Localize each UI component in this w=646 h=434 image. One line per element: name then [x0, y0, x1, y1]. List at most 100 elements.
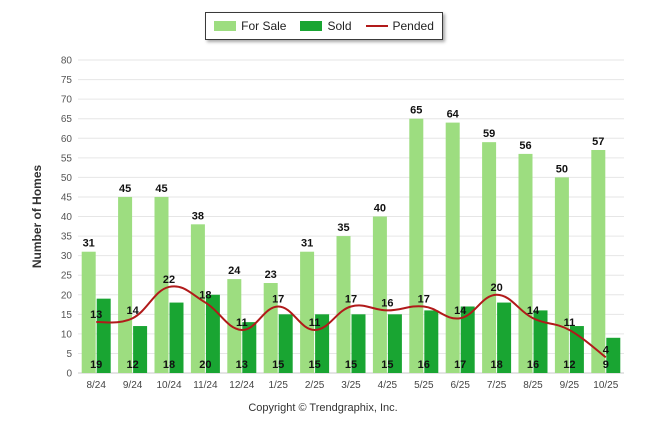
data-label-for-sale: 24	[228, 265, 241, 277]
data-label-pended: 20	[490, 282, 502, 294]
data-label-for-sale: 57	[592, 136, 604, 148]
data-label-for-sale: 23	[265, 269, 277, 281]
x-tick-label: 1/25	[268, 380, 288, 391]
x-tick-label: 8/24	[86, 380, 106, 391]
bar-for-sale	[263, 283, 278, 373]
bar-sold	[351, 314, 366, 373]
x-tick-label: 9/25	[560, 380, 580, 391]
data-label-pended: 13	[90, 309, 102, 321]
y-tick-label: 50	[61, 173, 73, 184]
y-tick-label: 45	[61, 192, 73, 203]
data-label-sold: 15	[345, 359, 357, 371]
data-label-pended: 17	[345, 293, 357, 305]
y-axis-title: Number of Homes	[30, 165, 44, 269]
y-tick-label: 35	[61, 232, 73, 243]
data-label-for-sale: 50	[556, 163, 568, 175]
data-label-for-sale: 59	[483, 128, 495, 140]
bar-sold	[497, 302, 512, 373]
data-label-for-sale: 64	[447, 109, 460, 121]
y-tick-label: 5	[66, 349, 72, 360]
y-tick-label: 10	[61, 329, 73, 340]
data-label-for-sale: 45	[119, 183, 131, 195]
data-label-pended: 17	[272, 293, 284, 305]
data-label-sold: 9	[603, 359, 609, 371]
bar-sold	[242, 322, 257, 373]
legend-label-pended: Pended	[392, 19, 434, 33]
pended-line	[96, 285, 607, 359]
data-label-sold: 13	[236, 359, 248, 371]
x-tick-label: 12/24	[229, 380, 254, 391]
bar-for-sale	[300, 251, 315, 373]
y-tick-label: 75	[61, 75, 73, 86]
data-label-sold: 17	[454, 359, 466, 371]
x-tick-label: 10/24	[156, 380, 181, 391]
y-tick-label: 65	[61, 114, 73, 125]
data-label-pended: 17	[418, 293, 430, 305]
bar-for-sale	[154, 196, 169, 373]
legend-label-sold: Sold	[327, 19, 352, 33]
bar-sold	[460, 306, 475, 373]
data-label-pended: 11	[309, 317, 321, 329]
x-tick-label: 2/25	[305, 380, 325, 391]
data-label-pended: 14	[454, 305, 467, 317]
x-tick-label: 5/25	[414, 380, 434, 391]
bar-for-sale	[591, 149, 606, 373]
bar-for-sale	[336, 236, 351, 373]
data-label-pended: 11	[564, 317, 576, 329]
bar-sold	[96, 298, 111, 373]
y-tick-label: 0	[66, 369, 72, 380]
bar-sold	[278, 314, 293, 373]
bar-for-sale	[118, 196, 133, 373]
bar-for-sale	[409, 118, 424, 373]
legend-item-sold[interactable]: Sold	[300, 19, 352, 33]
chart-legend[interactable]: For Sale Sold Pended	[205, 12, 443, 40]
legend-swatch-for-sale	[214, 21, 237, 31]
y-tick-label: 40	[61, 212, 73, 223]
bar-for-sale	[227, 279, 242, 373]
bar-for-sale	[445, 122, 460, 373]
legend-item-for-sale[interactable]: For Sale	[214, 19, 286, 33]
bar-sold	[205, 294, 220, 373]
data-label-pended: 18	[199, 290, 211, 302]
legend-swatch-sold	[300, 21, 323, 31]
y-tick-label: 15	[61, 310, 73, 321]
x-tick-label: 10/25	[593, 380, 618, 391]
data-label-for-sale: 31	[83, 238, 95, 250]
data-label-sold: 16	[418, 359, 430, 371]
legend-item-pended[interactable]: Pended	[365, 19, 434, 33]
bar-sold	[424, 310, 439, 373]
x-tick-label: 8/25	[523, 380, 543, 391]
data-label-for-sale: 40	[374, 203, 386, 215]
data-label-sold: 18	[490, 359, 502, 371]
y-tick-label: 80	[61, 56, 73, 67]
x-tick-label: 6/25	[450, 380, 470, 391]
bar-sold	[169, 302, 184, 373]
data-label-pended: 4	[603, 344, 610, 356]
x-tick-label: 3/25	[341, 380, 361, 391]
y-tick-label: 60	[61, 134, 73, 145]
y-tick-label: 30	[61, 251, 73, 262]
data-label-pended: 22	[163, 274, 175, 286]
data-label-sold: 15	[308, 359, 320, 371]
x-tick-label: 4/25	[378, 380, 398, 391]
x-tick-label: 9/24	[123, 380, 143, 391]
data-label-for-sale: 45	[155, 183, 167, 195]
data-label-pended: 16	[381, 297, 393, 309]
bar-sold	[133, 326, 148, 373]
data-label-sold: 15	[381, 359, 393, 371]
data-label-for-sale: 38	[192, 210, 204, 222]
x-tick-label: 7/25	[487, 380, 507, 391]
data-label-for-sale: 56	[519, 140, 531, 152]
bar-sold	[387, 314, 402, 373]
bar-sold	[606, 337, 621, 373]
data-label-sold: 16	[527, 359, 539, 371]
data-label-sold: 15	[272, 359, 284, 371]
data-label-sold: 12	[126, 359, 138, 371]
data-label-for-sale: 31	[301, 238, 313, 250]
data-label-sold: 12	[563, 359, 575, 371]
x-tick-label: 11/24	[193, 380, 218, 391]
data-label-pended: 14	[126, 305, 139, 317]
data-label-pended: 14	[527, 305, 540, 317]
bar-for-sale	[81, 251, 96, 373]
